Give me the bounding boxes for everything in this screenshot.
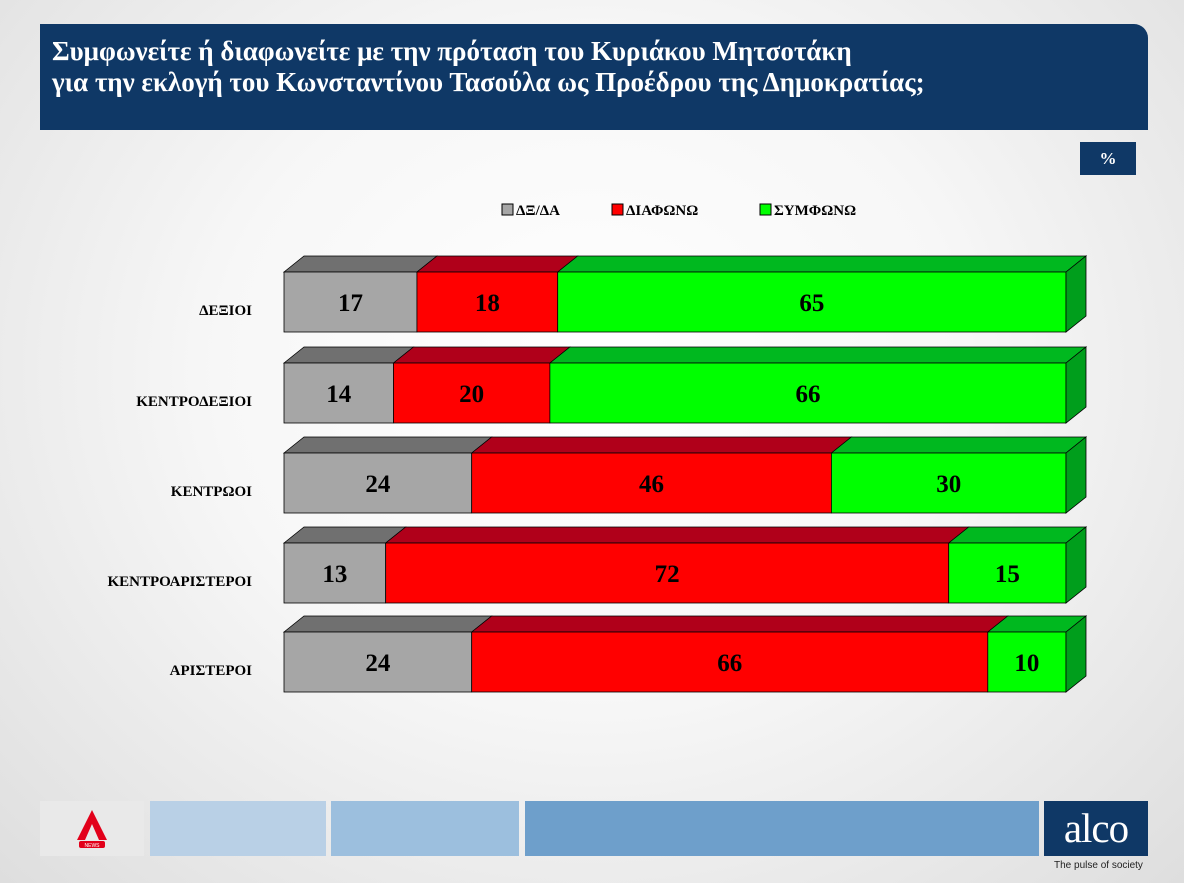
bar-top-face [830, 436, 1088, 454]
data-label: 46 [639, 471, 664, 498]
footer-bar-1 [150, 801, 326, 856]
bar-top-face [282, 346, 415, 364]
bar-top-face [282, 255, 439, 273]
bar-segment [416, 271, 559, 333]
data-label: 18 [475, 290, 500, 317]
data-label: 17 [338, 290, 363, 317]
category-label: ΚΕΝΤΡΟΑΡΙΣΤΕΡΟΙ [107, 574, 252, 590]
bar-top-face [282, 615, 493, 633]
data-label: 30 [936, 471, 961, 498]
bar-segment [283, 542, 387, 604]
bar-segment [471, 631, 989, 693]
bar-top-face [282, 436, 493, 454]
category-label: ΚΕΝΤΡΟΔΕΞΙΟΙ [136, 394, 252, 410]
data-label: 13 [322, 561, 347, 588]
category-label: ΑΡΙΣΤΕΡΟΙ [170, 663, 252, 679]
bar-segment [557, 271, 1067, 333]
legend-label-1: ΔΙΑΦΩΝΩ [626, 203, 698, 219]
chart-title-line-1: Συμφωνείτε ή διαφωνείτε με την πρόταση τ… [52, 36, 852, 66]
bar-top-face [947, 526, 1088, 544]
legend-swatch-1 [611, 203, 624, 216]
svg-text:NEWS: NEWS [85, 843, 101, 849]
bar-top-face [548, 346, 1088, 364]
legend-swatch-0 [501, 203, 514, 216]
bar-side-face [1065, 615, 1087, 693]
bar-segment [549, 362, 1067, 424]
unit-badge: % [1080, 142, 1136, 175]
legend-label-0: ΔΞ/ΔΑ [516, 203, 560, 219]
stacked-bar-chart: ΔΞ/ΔΑ ΔΙΑΦΩΝΩ ΣΥΜΦΩΝΩ ΔΕΞΙΟΙ 17 18 65 ΚΕΝΤΡΟΔΕΞ… [107, 203, 1088, 693]
title-banner: Συμφωνείτε ή διαφωνείτε με την πρόταση τ… [40, 24, 1148, 130]
alco-logo: alco [1044, 801, 1148, 856]
bar-top-face [392, 346, 572, 364]
category-label: ΔΕΞΙΟΙ [199, 303, 252, 319]
bar-segment [385, 542, 950, 604]
bar-segment [283, 271, 418, 333]
bar-side-face [1065, 526, 1087, 604]
bar-top-face [415, 255, 579, 273]
footer-bar-3 [525, 801, 1039, 856]
bar-top-face [384, 526, 970, 544]
bar-segment [283, 631, 473, 693]
bar-segment [283, 452, 473, 514]
bar-side-face [1065, 255, 1087, 333]
data-label: 66 [795, 381, 820, 408]
bar-side-face [1065, 436, 1087, 514]
bar-segment [987, 631, 1067, 693]
legend-label-2: ΣΥΜΦΩΝΩ [774, 203, 856, 219]
bar-segment [393, 362, 551, 424]
bar-top-face [470, 615, 1009, 633]
footer-bar-2 [331, 801, 519, 856]
category-label: ΚΕΝΤΡΩΟΙ [171, 484, 252, 500]
data-label: 20 [459, 381, 484, 408]
data-label: 10 [1014, 650, 1039, 677]
data-label: 24 [365, 650, 391, 677]
bar-segment [471, 452, 832, 514]
alco-tagline: The pulse of society [1054, 860, 1143, 871]
data-label: 65 [799, 290, 824, 317]
bar-top-face [282, 526, 407, 544]
alpha-news-logo: NEWS [40, 801, 144, 856]
data-label: 66 [717, 650, 742, 677]
chart-title-line-2: για την εκλογή του Κωνσταντίνου Τασούλα … [52, 67, 925, 97]
bar-segment [948, 542, 1067, 604]
data-label: 72 [655, 561, 680, 588]
alpha-logo-icon: NEWS [77, 809, 107, 849]
data-label: 15 [995, 561, 1020, 588]
data-label: 24 [365, 471, 391, 498]
bar-top-face [556, 255, 1088, 273]
data-label: 14 [326, 381, 352, 408]
bar-segment [283, 362, 394, 424]
bar-segment [831, 452, 1067, 514]
legend-swatch-2 [759, 203, 772, 216]
bar-top-face [470, 436, 853, 454]
bar-side-face [1065, 346, 1087, 424]
